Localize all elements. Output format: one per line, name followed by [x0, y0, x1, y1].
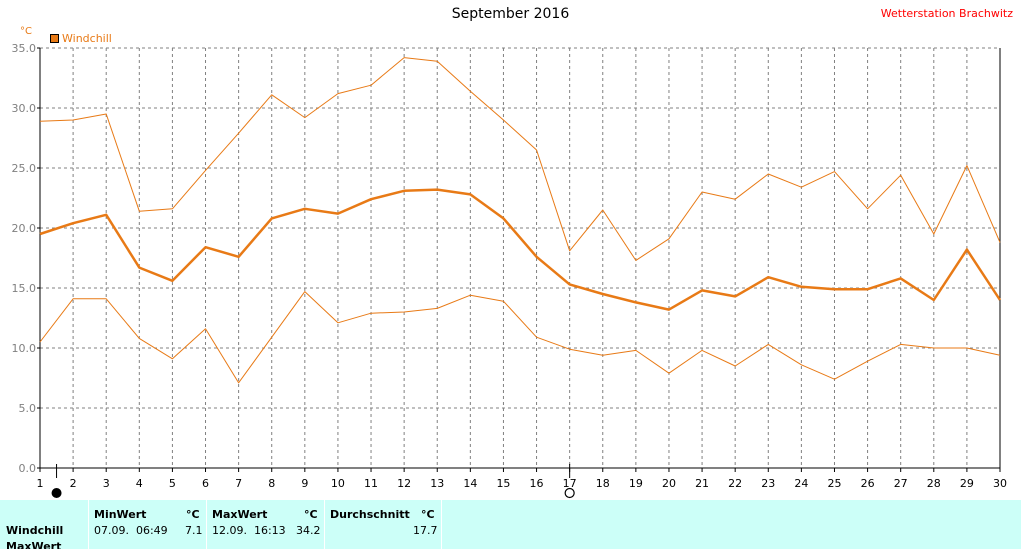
stats-min-unit: °C	[186, 508, 200, 521]
stats-separator	[441, 500, 442, 549]
stats-max-time: 12.09. 16:13	[212, 524, 286, 537]
x-tick-label: 7	[235, 477, 242, 490]
legend-label: Windchill	[62, 32, 112, 45]
stats-row-label: Windchill	[6, 524, 64, 537]
x-tick-label: 15	[496, 477, 510, 490]
x-tick-label: 26	[861, 477, 875, 490]
x-tick-label: 6	[202, 477, 209, 490]
station-name: Wetterstation Brachwitz	[880, 7, 1013, 20]
x-tick-label: 11	[364, 477, 378, 490]
y-tick-label: 20.0	[12, 222, 37, 235]
stats-panel: Windchill MaxWert MinWert °C 07.09. 06:4…	[0, 500, 1021, 549]
stats-min-time: 07.09. 06:49	[94, 524, 168, 537]
stats-avg-cell: Durchschnitt °C 17.7	[325, 500, 441, 549]
stats-separator	[324, 500, 325, 549]
x-tick-label: 1	[37, 477, 44, 490]
open-circle-marker	[564, 487, 575, 499]
x-tick-label: 24	[794, 477, 808, 490]
x-tick-label: 4	[136, 477, 143, 490]
series-line-average	[39, 188, 1002, 311]
stats-separator	[206, 500, 207, 549]
stats-max-header: MaxWert	[212, 508, 268, 521]
stats-max-cell: MaxWert °C 12.09. 16:13 34.2	[207, 500, 324, 549]
y-axis-unit: °C	[20, 26, 32, 37]
x-tick-label: 16	[530, 477, 544, 490]
x-tick-label: 2	[70, 477, 77, 490]
y-tick-label: 15.0	[12, 282, 37, 295]
x-tick-label: 13	[430, 477, 444, 490]
line-chart: 0.05.010.015.020.025.030.035.01 2 3 4 5 6 7 8 9 1…	[12, 42, 1007, 499]
series-line-max	[39, 57, 1001, 261]
x-tick-label: 17	[563, 477, 577, 490]
plot-area	[40, 48, 1000, 468]
stats-avg-header: Durchschnitt	[330, 508, 410, 521]
chart-title: September 2016	[451, 6, 570, 22]
x-tick-label: 14	[463, 477, 477, 490]
x-tick-label: 10	[331, 477, 345, 490]
x-tick-label: 9	[301, 477, 308, 490]
stats-avg-unit: °C	[421, 508, 435, 521]
filled-circle-marker	[51, 488, 62, 498]
x-tick-label: 18	[596, 477, 610, 490]
y-tick-label: 30.0	[12, 102, 37, 115]
y-tick-label: 0.0	[19, 462, 37, 475]
x-tick-label: 22	[728, 477, 742, 490]
stats-row-label-2: MaxWert	[6, 540, 62, 549]
stats-min-value: 7.1	[185, 524, 203, 537]
stats-max-value: 34.2	[296, 524, 321, 537]
x-tick-label: 21	[695, 477, 709, 490]
stats-separator	[88, 500, 89, 549]
stats-min-cell: MinWert °C 07.09. 06:49 7.1	[89, 500, 206, 549]
x-tick-label: 30	[993, 477, 1007, 490]
x-tick-label: 8	[268, 477, 275, 490]
x-tick-label: 23	[761, 477, 775, 490]
stats-min-header: MinWert	[94, 508, 147, 521]
legend-swatch	[50, 34, 59, 43]
stats-avg-value: 17.7	[413, 524, 438, 537]
x-tick-label: 5	[169, 477, 176, 490]
x-tick-label: 19	[629, 477, 643, 490]
y-tick-label: 10.0	[12, 342, 37, 355]
x-tick-label: 12	[397, 477, 411, 490]
stats-max-unit: °C	[304, 508, 318, 521]
x-tick-label: 27	[894, 477, 908, 490]
x-tick-label: 3	[103, 477, 110, 490]
x-tick-label: 28	[927, 477, 941, 490]
series-line-min	[39, 291, 1001, 384]
y-tick-label: 35.0	[12, 42, 37, 55]
y-tick-label: 25.0	[12, 162, 37, 175]
x-tick-label: 20	[662, 477, 676, 490]
legend: Windchill	[50, 32, 112, 45]
y-tick-label: 5.0	[19, 402, 37, 415]
x-tick-label: 29	[960, 477, 974, 490]
x-tick-label: 25	[827, 477, 841, 490]
